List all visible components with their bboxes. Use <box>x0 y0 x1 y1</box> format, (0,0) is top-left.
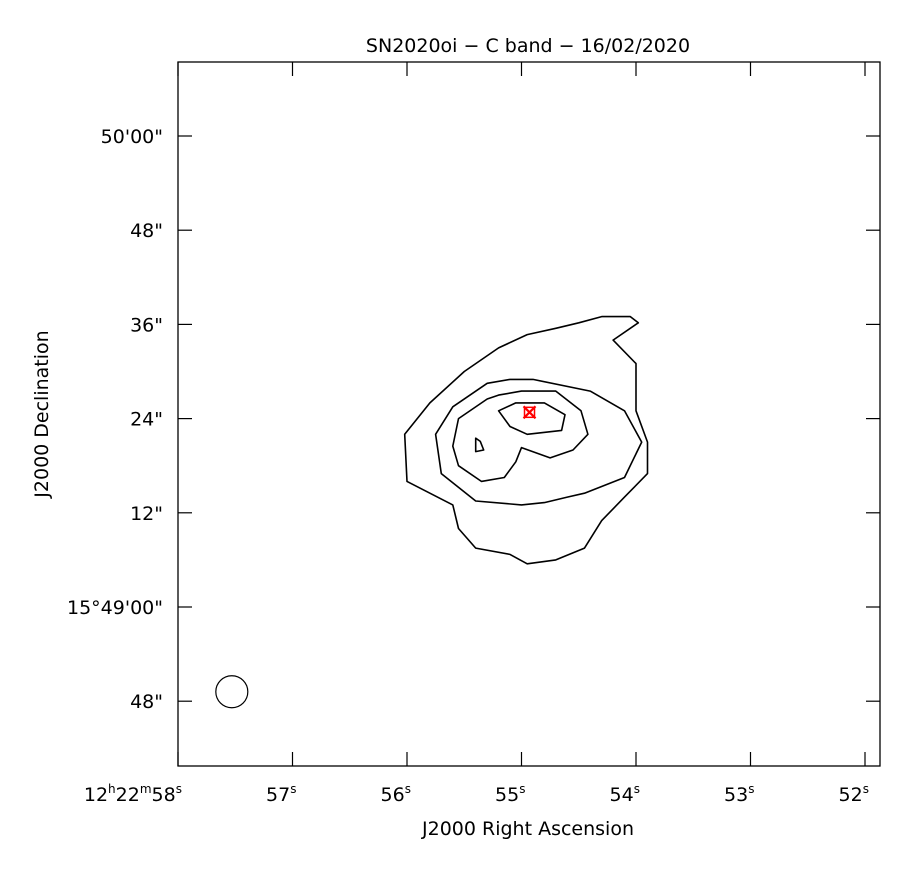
x-ticks: 12h22m58s 57s 56s 55s 54s 53s 52s <box>84 62 869 806</box>
y-tick-label: 24" <box>130 409 163 431</box>
x-tick-label: 57s <box>266 782 296 806</box>
x-axis-label: J2000 Right Ascension <box>421 818 634 840</box>
chart-title: SN2020oi − C band − 16/02/2020 <box>366 35 690 57</box>
y-tick-label: 36" <box>130 314 163 336</box>
x-tick-label: 52s <box>839 782 869 806</box>
contour-level-4 <box>476 438 484 451</box>
contours <box>405 317 648 564</box>
beam-circle <box>216 676 248 708</box>
y-ticks: 50'00" 48" 36" 24" 12" 15°49'00" 48" <box>67 126 880 713</box>
y-tick-label: 48" <box>130 220 163 242</box>
x-tick-label: 56s <box>381 782 411 806</box>
y-tick-label: 12" <box>130 503 163 525</box>
y-tick-label: 50'00" <box>101 126 163 148</box>
y-tick-label: 48" <box>130 691 163 713</box>
x-tick-label: 54s <box>610 782 640 806</box>
y-axis-label: J2000 Declination <box>31 330 53 498</box>
beam-ellipse <box>216 676 248 708</box>
contour-level-1 <box>405 317 648 564</box>
contour-level-3 <box>453 391 588 481</box>
x-tick-label: 53s <box>724 782 754 806</box>
y-tick-label: 15°49'00" <box>67 597 163 619</box>
source-marker <box>524 406 536 418</box>
contour-level-2 <box>436 379 642 505</box>
x-tick-label: 12h22m58s <box>84 782 182 806</box>
x-tick-label: 55s <box>495 782 525 806</box>
